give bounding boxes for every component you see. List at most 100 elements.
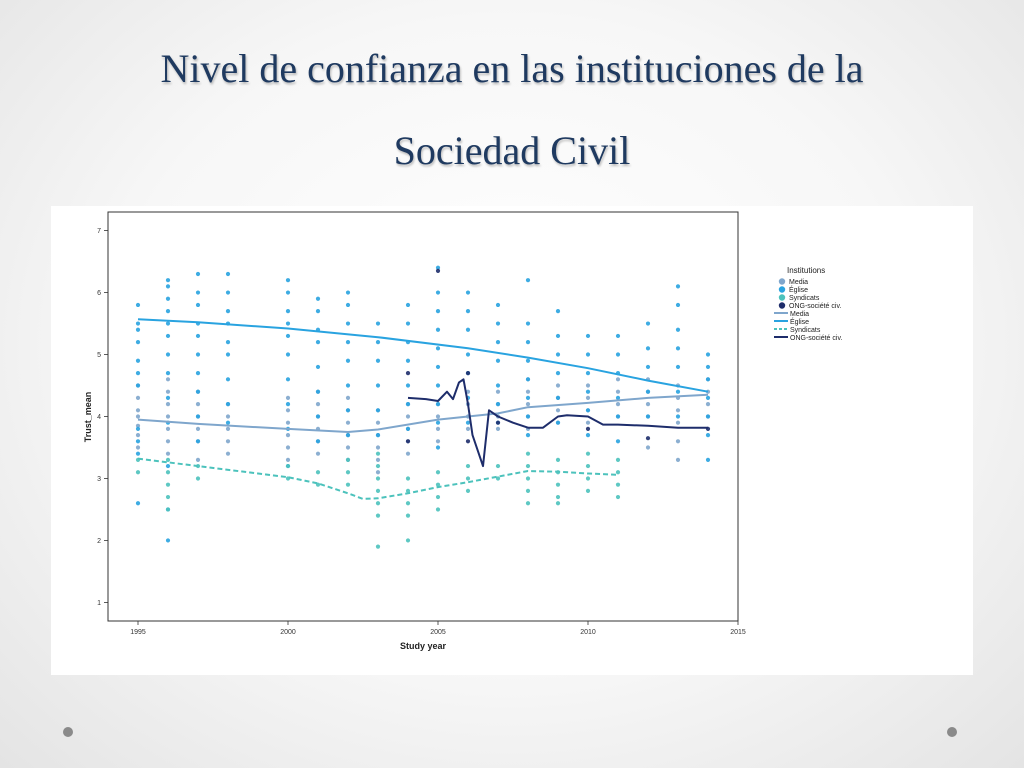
point-eglise	[585, 432, 591, 438]
point-eglise	[585, 389, 591, 394]
point-eglise	[345, 432, 351, 438]
point-eglise	[315, 389, 321, 394]
legend-title: Institutions	[787, 266, 825, 275]
point-syndicats	[345, 470, 351, 475]
point-eglise	[165, 321, 171, 326]
fit-line-eglise	[137, 318, 709, 393]
point-eglise	[285, 278, 291, 283]
point-media	[525, 402, 531, 407]
point-eglise	[135, 358, 141, 363]
fit-line-syndicats	[137, 457, 619, 500]
point-eglise	[435, 327, 441, 332]
point-media	[615, 389, 621, 394]
point-syndicats	[615, 457, 621, 462]
point-eglise	[465, 352, 471, 357]
point-eglise	[405, 321, 411, 326]
point-syndicats	[495, 476, 501, 481]
legend-label: Église	[790, 317, 809, 326]
point-eglise	[615, 352, 621, 357]
point-syndicats	[195, 476, 201, 481]
point-eglise	[345, 340, 351, 345]
point-eglise	[285, 321, 291, 326]
point-media	[225, 426, 231, 431]
point-syndicats	[615, 494, 621, 500]
point-media	[225, 439, 231, 444]
point-syndicats	[165, 494, 171, 500]
slide-title-line-1: Nivel de confianza en las instituciones …	[160, 46, 864, 91]
point-eglise	[495, 383, 501, 388]
point-media	[495, 389, 501, 394]
point-eglise	[375, 408, 381, 413]
point-eglise	[135, 426, 141, 431]
point-eglise	[435, 402, 441, 407]
point-eglise	[225, 271, 231, 277]
point-media	[405, 414, 411, 419]
point-syndicats	[135, 470, 141, 475]
point-eglise	[675, 389, 681, 394]
y-tick-label: 4	[97, 414, 101, 421]
point-ong-societe-civ	[405, 371, 411, 376]
point-syndicats	[375, 513, 381, 518]
legend-label: Église	[789, 285, 808, 294]
point-media	[675, 439, 681, 444]
point-eglise	[195, 439, 201, 444]
point-media	[165, 451, 171, 456]
point-media	[165, 377, 171, 382]
point-eglise	[525, 377, 531, 382]
point-eglise	[525, 395, 531, 401]
point-syndicats	[405, 538, 411, 543]
point-media	[645, 402, 651, 407]
point-media	[435, 426, 441, 431]
point-media	[315, 402, 321, 407]
point-syndicats	[405, 488, 411, 493]
point-eglise	[645, 414, 651, 419]
point-syndicats	[525, 476, 531, 481]
point-eglise	[675, 302, 681, 308]
point-eglise	[585, 352, 591, 357]
point-media	[135, 432, 141, 438]
point-eglise	[225, 352, 231, 357]
point-media	[675, 408, 681, 413]
point-syndicats	[495, 463, 501, 469]
chart-panel: 1 2 3 4 5 6 7 1995 2000 2005 2010 2015 Trust_mean S…	[51, 206, 973, 675]
nav-dot-right[interactable]	[947, 727, 957, 737]
point-ong-societe-civ	[585, 426, 591, 431]
point-media	[285, 445, 291, 450]
point-eglise	[135, 501, 141, 506]
point-eglise	[165, 284, 171, 289]
trust-chart: 1 2 3 4 5 6 7 1995 2000 2005 2010 2015 Trust_mean S…	[83, 211, 842, 651]
point-eglise	[165, 296, 171, 301]
point-syndicats	[375, 463, 381, 469]
point-eglise	[435, 445, 441, 450]
point-eglise	[375, 340, 381, 345]
point-eglise	[615, 333, 621, 339]
point-eglise	[285, 290, 291, 295]
point-eglise	[555, 371, 561, 376]
point-eglise	[315, 364, 321, 370]
point-ong-societe-civ	[465, 371, 471, 376]
point-media	[645, 445, 651, 450]
point-eglise	[195, 389, 201, 394]
point-media	[675, 457, 681, 462]
point-eglise	[375, 358, 381, 363]
point-eglise	[555, 309, 561, 314]
point-media	[585, 383, 591, 388]
point-eglise	[345, 358, 351, 363]
point-eglise	[435, 346, 441, 351]
point-media	[495, 426, 501, 431]
point-eglise	[195, 371, 201, 376]
point-syndicats	[555, 494, 561, 500]
point-media	[615, 402, 621, 407]
point-syndicats	[405, 501, 411, 506]
point-syndicats	[375, 476, 381, 481]
point-eglise	[705, 457, 711, 462]
point-eglise	[135, 451, 141, 456]
nav-dot-left[interactable]	[63, 727, 73, 737]
point-eglise	[135, 302, 141, 308]
point-eglise	[705, 364, 711, 370]
point-syndicats	[435, 507, 441, 512]
point-eglise	[165, 463, 171, 469]
point-eglise	[435, 309, 441, 314]
point-media	[225, 414, 231, 419]
point-eglise	[555, 352, 561, 357]
